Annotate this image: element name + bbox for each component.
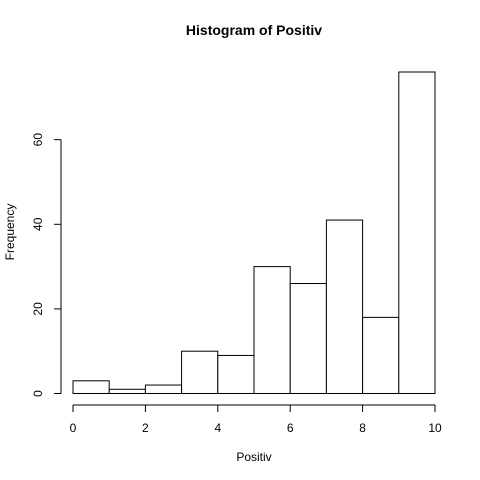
- histogram-bar-4: [217, 354, 255, 395]
- histogram-bar-8: [362, 316, 400, 394]
- histogram-bar-6: [289, 283, 327, 394]
- histogram-bar-3: [181, 350, 219, 394]
- x-tick-label-3: 6: [287, 421, 294, 435]
- x-axis: 0 2 4 6 8 10: [70, 404, 442, 435]
- histogram-bar-9: [398, 71, 436, 394]
- x-tick-label-5: 10: [428, 421, 442, 435]
- histogram-bar-1: [108, 388, 146, 395]
- y-tick-label-3: 60: [31, 133, 45, 147]
- histogram-bar-0: [72, 380, 110, 394]
- histogram-bar-2: [144, 384, 183, 394]
- bars-group: [72, 71, 436, 395]
- histogram-bar-5: [253, 266, 291, 394]
- x-tick-label-2: 4: [214, 421, 221, 435]
- y-tick-label-1: 20: [31, 302, 45, 316]
- y-tick-label-2: 40: [31, 217, 45, 231]
- x-tick-label-0: 0: [70, 421, 77, 435]
- x-tick-label-4: 8: [359, 421, 366, 435]
- y-tick-label-0: 0: [31, 390, 45, 397]
- histogram-bar-7: [325, 219, 364, 394]
- y-axis: 0 20 40 60: [31, 133, 62, 397]
- y-axis-label: Frequency: [3, 204, 17, 261]
- x-axis-label: Positiv: [236, 450, 271, 464]
- chart-title: Histogram of Positiv: [186, 22, 322, 38]
- x-tick-label-1: 2: [142, 421, 149, 435]
